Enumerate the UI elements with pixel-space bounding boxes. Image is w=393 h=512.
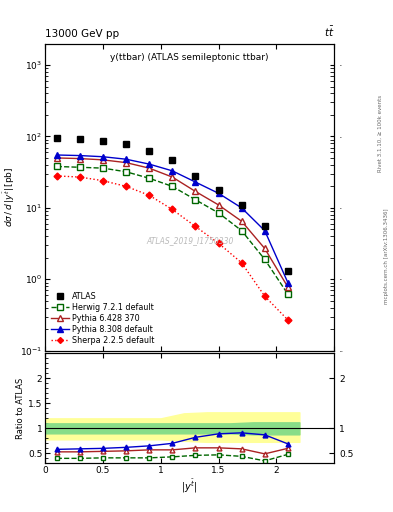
Text: y(ttbar) (ATLAS semileptonic ttbar): y(ttbar) (ATLAS semileptonic ttbar) bbox=[110, 53, 269, 62]
Legend: ATLAS, Herwig 7.2.1 default, Pythia 6.428 370, Pythia 8.308 default, Sherpa 2.2.: ATLAS, Herwig 7.2.1 default, Pythia 6.42… bbox=[49, 290, 156, 347]
X-axis label: $|y^{\bar{t}}|$: $|y^{\bar{t}}|$ bbox=[181, 478, 198, 495]
Y-axis label: $d\sigma\,/\,d\,|y^{\bar{t}}|\,[\mathrm{pb}]$: $d\sigma\,/\,d\,|y^{\bar{t}}|\,[\mathrm{… bbox=[2, 167, 17, 227]
Text: ATLAS_2019_I1750330: ATLAS_2019_I1750330 bbox=[146, 236, 233, 245]
Text: mcplots.cern.ch [arXiv:1306.3436]: mcplots.cern.ch [arXiv:1306.3436] bbox=[384, 208, 389, 304]
Text: Rivet 3.1.10, ≥ 100k events: Rivet 3.1.10, ≥ 100k events bbox=[378, 95, 383, 172]
Text: $t\bar{t}$: $t\bar{t}$ bbox=[323, 25, 334, 39]
Y-axis label: Ratio to ATLAS: Ratio to ATLAS bbox=[16, 378, 25, 439]
Text: 13000 GeV pp: 13000 GeV pp bbox=[45, 29, 119, 39]
